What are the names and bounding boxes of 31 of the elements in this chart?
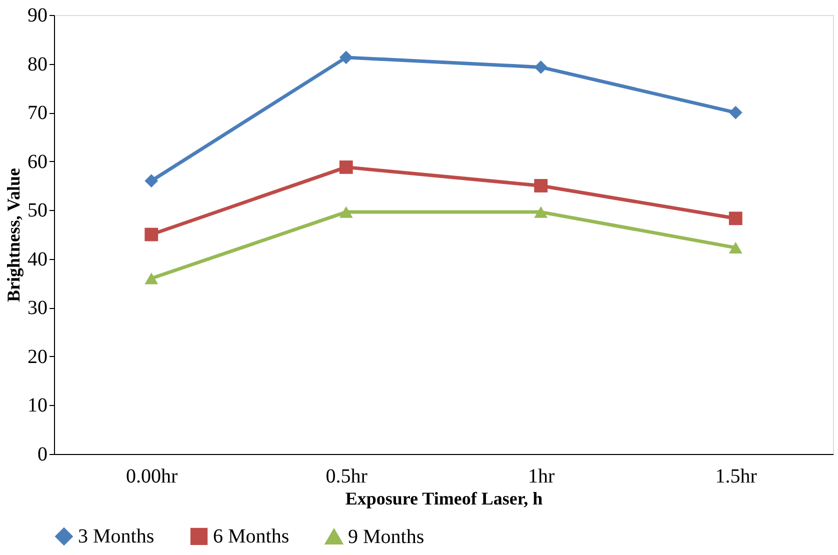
point: [339, 160, 353, 174]
x-tick-label: 0.5hr: [326, 466, 368, 488]
y-tick-label: 50: [28, 200, 48, 222]
point: [144, 228, 158, 242]
point: [728, 106, 742, 120]
legend-label: 9 Months: [348, 526, 424, 548]
x-tick-label: 1hr: [528, 466, 556, 488]
y-axis-title: Brightness, Value: [4, 168, 24, 302]
y-tick-label: 80: [28, 53, 48, 76]
point: [534, 206, 548, 218]
x-axis-title: Exposure Timeof Laser, h: [345, 488, 543, 508]
y-tick-label: 20: [28, 346, 48, 368]
point: [339, 50, 353, 64]
point: [728, 212, 742, 226]
x-tick-label: 0.00hr: [126, 466, 178, 488]
y-tick-label: 70: [28, 102, 48, 124]
point: [534, 60, 548, 74]
y-tick-label: 30: [28, 297, 48, 320]
point: [144, 272, 158, 284]
y-tick-label: 40: [28, 248, 48, 270]
y-tick-label: 60: [28, 150, 48, 173]
point: [339, 206, 353, 218]
point: [534, 179, 548, 192]
point: [728, 242, 742, 254]
x-tick-label: 1.5hr: [715, 466, 758, 488]
y-tick-label: 10: [28, 394, 48, 417]
y-tick-label: 0: [38, 444, 48, 466]
legend-label: 3 Months: [78, 525, 154, 548]
point: [144, 174, 158, 188]
legend-label: 6 Months: [213, 525, 290, 548]
y-tick-label: 90: [28, 4, 48, 26]
